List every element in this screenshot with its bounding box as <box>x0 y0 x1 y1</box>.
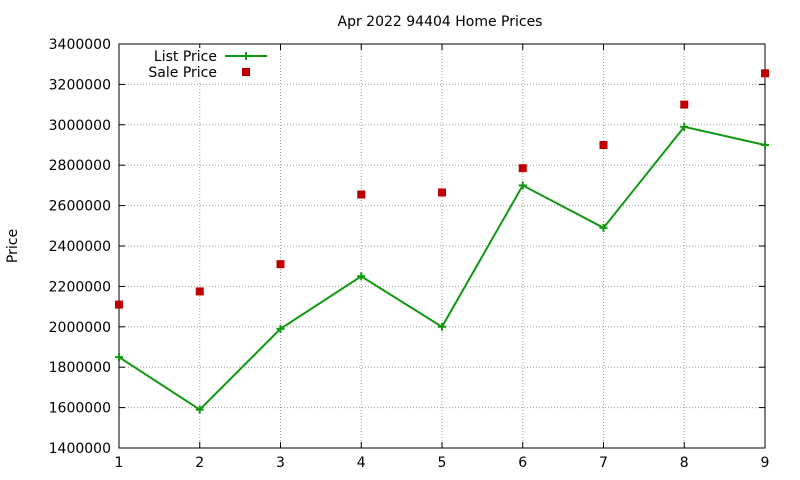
sale-price-point <box>357 190 366 199</box>
sale-price-point <box>115 300 123 309</box>
series-layer <box>115 69 769 414</box>
list-price-point <box>518 181 527 190</box>
x-tick-label: 3 <box>276 455 285 471</box>
legend-list-price-marker <box>242 52 250 60</box>
x-tick-label: 1 <box>115 455 124 471</box>
y-tick-label: 2800000 <box>49 158 111 174</box>
sale-price-point <box>276 260 285 269</box>
y-tick-label: 1600000 <box>49 401 111 417</box>
legend-background <box>125 48 275 82</box>
y-tick-label: 2200000 <box>49 279 111 295</box>
x-tick-label: 4 <box>357 455 366 471</box>
list-price-point <box>357 272 366 281</box>
list-price-point <box>276 324 285 333</box>
legend-sale-price-marker <box>242 68 250 76</box>
y-axis-label: Price <box>5 229 21 263</box>
list-price-point <box>195 405 204 414</box>
list-price-point <box>599 223 608 232</box>
list-price-point <box>680 122 689 131</box>
x-tick-label: 6 <box>518 455 527 471</box>
y-tick-label: 2400000 <box>49 239 111 255</box>
list-price-point <box>115 353 123 362</box>
legend-label-list-price: List Price <box>154 49 217 65</box>
chart-title: Apr 2022 94404 Home Prices <box>338 14 543 30</box>
y-tick-label: 3000000 <box>49 118 111 134</box>
ticks: 1400000 1600000 1800000 2000000 2200000 24000… <box>49 37 770 471</box>
sale-price-point <box>761 69 769 78</box>
y-tick-label: 3400000 <box>49 37 111 53</box>
list-price-point <box>438 322 446 331</box>
x-tick-label: 8 <box>680 455 689 471</box>
sale-price-point <box>680 100 689 109</box>
x-tick-label: 9 <box>761 455 770 471</box>
y-tick-label: 2600000 <box>49 199 111 215</box>
legend-label-sale-price: Sale Price <box>148 65 217 81</box>
sale-price-point <box>438 188 446 197</box>
y-tick-label: 3200000 <box>49 77 111 93</box>
y-tick-label: 1400000 <box>49 441 111 457</box>
legend: List Price Sale Price <box>125 48 275 82</box>
y-tick-label: 1800000 <box>49 360 111 376</box>
x-tick-label: 5 <box>438 455 447 471</box>
x-tick-label: 7 <box>599 455 608 471</box>
sale-price-point <box>195 287 204 296</box>
grid <box>119 44 765 448</box>
sale-price-point <box>599 141 608 149</box>
sale-price-point <box>518 164 527 173</box>
y-tick-label: 2000000 <box>49 320 111 336</box>
x-tick-label: 2 <box>195 455 204 471</box>
list-price-point <box>761 141 769 149</box>
